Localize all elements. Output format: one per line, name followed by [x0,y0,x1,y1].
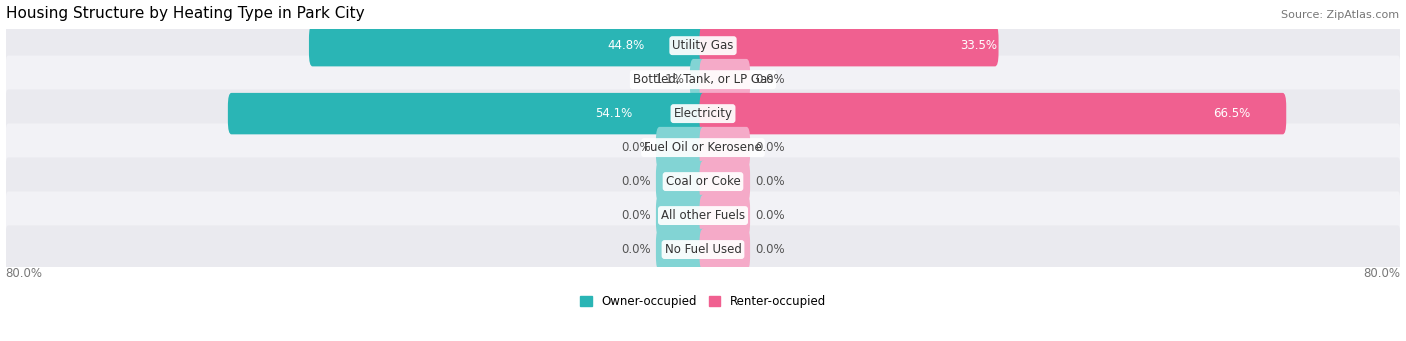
Legend: Owner-occupied, Renter-occupied: Owner-occupied, Renter-occupied [575,291,831,313]
Text: Source: ZipAtlas.com: Source: ZipAtlas.com [1281,10,1399,20]
Text: Utility Gas: Utility Gas [672,39,734,52]
FancyBboxPatch shape [700,195,749,236]
FancyBboxPatch shape [6,123,1400,172]
FancyBboxPatch shape [690,59,706,100]
Text: 0.0%: 0.0% [755,175,785,188]
FancyBboxPatch shape [6,21,1400,70]
Text: Electricity: Electricity [673,107,733,120]
Text: 0.0%: 0.0% [621,141,651,154]
Text: 1.1%: 1.1% [655,73,685,86]
Text: 80.0%: 80.0% [1364,267,1400,280]
FancyBboxPatch shape [6,191,1400,240]
FancyBboxPatch shape [228,93,706,134]
FancyBboxPatch shape [309,25,706,66]
FancyBboxPatch shape [657,161,706,202]
Text: 0.0%: 0.0% [755,73,785,86]
Text: No Fuel Used: No Fuel Used [665,243,741,256]
FancyBboxPatch shape [6,89,1400,138]
FancyBboxPatch shape [700,229,749,270]
FancyBboxPatch shape [700,25,998,66]
Text: Housing Structure by Heating Type in Park City: Housing Structure by Heating Type in Par… [6,5,364,20]
Text: 33.5%: 33.5% [960,39,997,52]
FancyBboxPatch shape [700,161,749,202]
FancyBboxPatch shape [657,229,706,270]
FancyBboxPatch shape [700,127,749,168]
Text: Bottled, Tank, or LP Gas: Bottled, Tank, or LP Gas [633,73,773,86]
Text: 0.0%: 0.0% [621,243,651,256]
Text: 0.0%: 0.0% [755,243,785,256]
Text: 44.8%: 44.8% [607,39,644,52]
Text: 66.5%: 66.5% [1213,107,1250,120]
Text: 0.0%: 0.0% [755,141,785,154]
Text: 0.0%: 0.0% [755,209,785,222]
FancyBboxPatch shape [700,93,1286,134]
Text: 0.0%: 0.0% [621,175,651,188]
FancyBboxPatch shape [6,158,1400,206]
Text: 80.0%: 80.0% [6,267,42,280]
Text: Coal or Coke: Coal or Coke [665,175,741,188]
FancyBboxPatch shape [657,127,706,168]
Text: All other Fuels: All other Fuels [661,209,745,222]
FancyBboxPatch shape [6,56,1400,104]
FancyBboxPatch shape [6,225,1400,274]
Text: 54.1%: 54.1% [595,107,633,120]
FancyBboxPatch shape [657,195,706,236]
Text: Fuel Oil or Kerosene: Fuel Oil or Kerosene [644,141,762,154]
Text: 0.0%: 0.0% [621,209,651,222]
FancyBboxPatch shape [700,59,749,100]
